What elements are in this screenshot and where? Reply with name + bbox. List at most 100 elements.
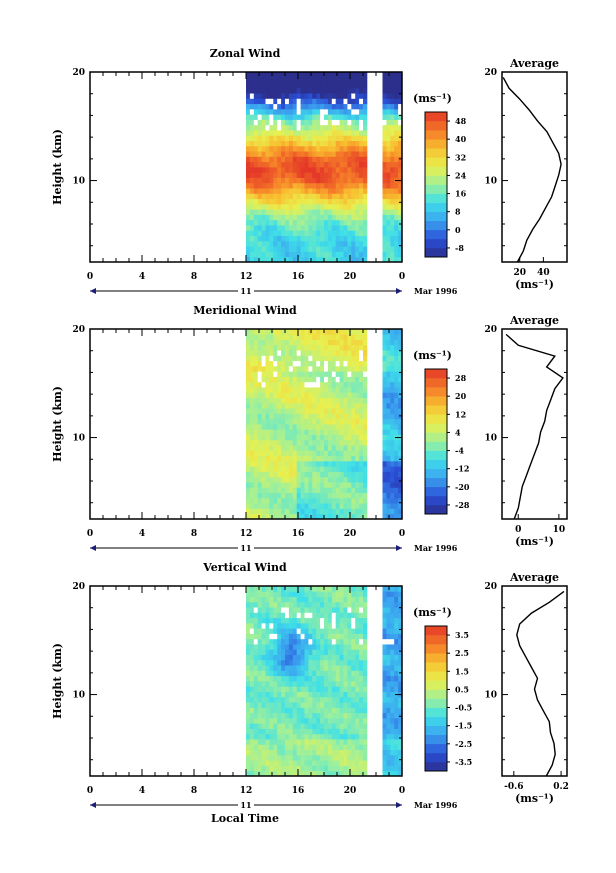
meridional-wind-heat-cell	[355, 355, 360, 362]
meridional-wind-heat-cell	[253, 329, 259, 335]
vertical-wind-average-line	[516, 590, 565, 777]
meridional-wind-heat-cell	[281, 445, 286, 451]
zonal-wind-heat-cell	[351, 235, 356, 242]
zonal-wind-heat-cell	[296, 203, 301, 210]
vertical-wind-heat-cell	[269, 702, 274, 708]
meridional-wind-x-tick-label: 16	[292, 529, 305, 539]
meridional-wind-heat-cell	[261, 339, 266, 346]
meridional-wind-heat-cell	[273, 487, 278, 494]
zonal-wind-heat-cell	[285, 209, 290, 215]
meridional-wind-heat-cell	[327, 434, 333, 441]
meridional-wind-heat-cell	[316, 413, 321, 420]
vertical-wind-heat-cell	[277, 665, 282, 671]
zonal-wind-heat-cell	[347, 198, 352, 205]
zonal-wind-heat-cell	[363, 198, 368, 205]
zonal-wind-heat-cell	[335, 177, 340, 184]
zonal-wind-heat-cell	[281, 108, 286, 115]
vertical-wind-heat-cell	[296, 638, 301, 645]
zonal-wind-heat-cell	[269, 230, 274, 237]
vertical-wind-heat-cell	[335, 633, 340, 640]
zonal-wind-heat-cell	[359, 130, 364, 136]
zonal-wind-heat-cell	[246, 93, 251, 99]
meridional-wind-heat-cell	[324, 471, 329, 478]
vertical-wind-heat-cell	[261, 591, 266, 597]
vertical-wind-heat-cell	[343, 654, 348, 661]
zonal-wind-average-y-tick-label: 20	[484, 68, 497, 78]
zonal-wind-heat-cell	[292, 108, 298, 115]
meridional-wind-heat-cell	[277, 460, 282, 467]
vertical-wind-heat-cell	[327, 596, 333, 603]
meridional-wind-heat-cell	[246, 371, 251, 377]
vertical-wind-heat-cell	[296, 723, 301, 729]
vertical-wind-heat-cell	[343, 612, 348, 619]
vertical-wind-heat-cell	[320, 612, 325, 619]
zonal-wind-heat-cell	[316, 87, 321, 94]
meridional-wind-heat-cell	[265, 418, 270, 425]
zonal-wind-heat-cell	[292, 188, 298, 194]
meridional-wind-heat-cell	[324, 339, 329, 346]
vertical-wind-heat-cell	[351, 744, 356, 751]
zonal-wind-colorbar-tick-label: 16	[455, 189, 467, 199]
vertical-wind-heat-cell	[351, 601, 356, 608]
meridional-wind-heat-cell	[390, 424, 395, 430]
zonal-wind-heat-cell	[273, 108, 278, 115]
zonal-wind-heat-cell	[394, 151, 399, 157]
meridional-wind-heat-cell	[382, 424, 387, 430]
vertical-wind-heat-cell	[277, 586, 282, 592]
vertical-wind-heat-cell	[273, 628, 278, 634]
zonal-wind-heat-cell	[363, 82, 368, 89]
zonal-wind-heat-cell	[331, 124, 337, 131]
meridional-wind-heat-cell	[347, 413, 352, 420]
zonal-wind-heat-cell	[265, 156, 270, 163]
zonal-wind-heat-cell	[339, 119, 344, 126]
vertical-wind-heat-cell	[359, 770, 364, 777]
zonal-wind-heat-cell	[265, 240, 270, 247]
zonal-wind-heat-cell	[316, 209, 321, 215]
zonal-wind-heat-cell	[327, 172, 333, 178]
zonal-wind-heat-cell	[363, 209, 368, 215]
vertical-wind-heat-cell	[394, 612, 399, 619]
vertical-wind-heat-cell	[292, 770, 298, 777]
vertical-wind-heat-cell	[312, 686, 317, 692]
meridional-wind-heat-cell	[355, 513, 360, 520]
meridional-wind-heat-cell	[285, 434, 290, 441]
meridional-wind-average-frame	[501, 328, 568, 520]
zonal-wind-heat-cell	[277, 172, 282, 178]
meridional-wind-heat-cell	[249, 429, 255, 435]
meridional-wind-heat-cell	[273, 334, 278, 340]
vertical-wind-heat-cell	[363, 617, 368, 624]
vertical-wind-heat-cell	[343, 665, 348, 671]
meridional-wind-heat-cell	[316, 471, 321, 478]
zonal-wind-heat-cell	[394, 161, 399, 168]
meridional-wind-heat-cell	[390, 508, 395, 515]
meridional-wind-heat-cell	[324, 408, 329, 414]
zonal-wind-heat-cell	[257, 124, 262, 131]
vertical-wind-heat-cell	[288, 638, 294, 645]
zonal-wind-heat-cell	[351, 77, 356, 83]
vertical-wind-heat-cell	[320, 644, 325, 650]
zonal-wind-heat-cell	[363, 177, 368, 184]
meridional-wind-heat-cell	[327, 460, 333, 467]
zonal-wind-heat-cell	[273, 246, 278, 252]
vertical-wind-heat-cell	[359, 691, 364, 698]
vertical-wind-heat-cell	[331, 681, 337, 687]
meridional-wind-heat-cell	[281, 434, 286, 441]
vertical-wind-heat-cell	[331, 733, 337, 740]
meridional-wind-heat-cell	[265, 413, 270, 420]
vertical-wind-heat-cell	[281, 591, 286, 597]
vertical-wind-heat-cell	[304, 622, 309, 629]
zonal-wind-heat-cell	[296, 114, 301, 120]
meridional-wind-heat-cell	[308, 418, 313, 425]
vertical-wind-heat-cell	[331, 765, 337, 772]
meridional-wind-heat-cell	[273, 329, 278, 335]
zonal-wind-heat-cell	[335, 72, 340, 78]
zonal-wind-heat-cell	[308, 93, 313, 99]
vertical-wind-heat-cell	[355, 739, 360, 745]
vertical-wind-heat-cell	[335, 707, 340, 714]
meridional-wind-heat-cell	[394, 487, 399, 494]
zonal-wind-heat-cell	[398, 130, 403, 136]
zonal-wind-heat-cell	[363, 167, 368, 173]
vertical-wind-heat-cell	[249, 749, 255, 756]
zonal-wind-heat-cell	[249, 77, 255, 83]
zonal-wind-heat-cell	[265, 161, 270, 168]
